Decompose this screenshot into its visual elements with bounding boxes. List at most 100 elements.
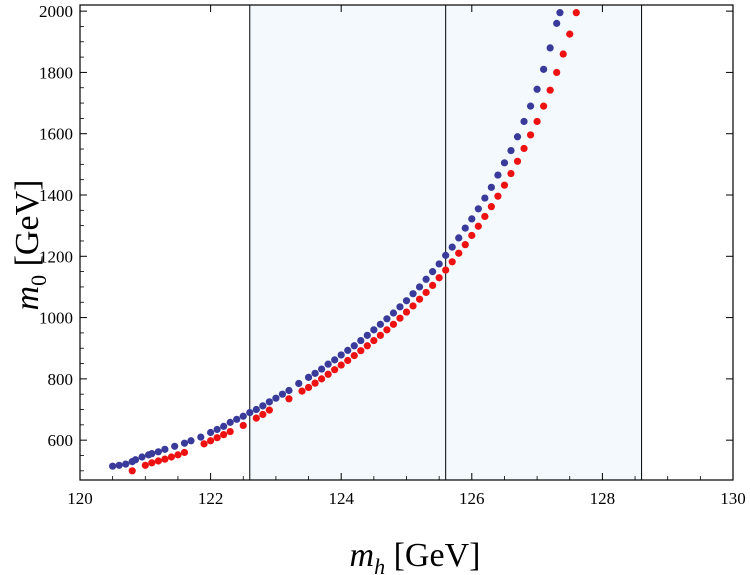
- blue-point: [138, 453, 146, 461]
- x-axis-ticks: 120 122 124 126 128 130: [67, 5, 746, 508]
- blue-point: [213, 425, 221, 434]
- red-point: [285, 395, 293, 403]
- blue-point: [207, 428, 215, 437]
- red-point: [141, 461, 149, 469]
- red-point: [402, 308, 411, 316]
- red-point: [350, 351, 358, 360]
- blue-point: [252, 405, 260, 414]
- blue-point: [448, 243, 456, 251]
- blue-point: [331, 356, 339, 364]
- y-tick-label: 1000: [39, 309, 73, 328]
- red-point: [383, 326, 391, 334]
- blue-point: [474, 205, 482, 213]
- blue-point: [556, 9, 564, 17]
- blue-point: [239, 412, 247, 420]
- red-point: [252, 414, 260, 422]
- x-tick-label: 130: [720, 489, 746, 508]
- red-point: [553, 68, 561, 77]
- blue-point: [370, 326, 378, 334]
- blue-point: [311, 369, 319, 377]
- blue-point: [265, 398, 273, 406]
- blue-point: [487, 183, 495, 191]
- blue-point: [295, 379, 303, 388]
- blue-point: [533, 85, 541, 93]
- blue-point: [526, 102, 535, 110]
- blue-point: [435, 260, 443, 268]
- red-point: [226, 427, 234, 436]
- red-point: [128, 467, 136, 475]
- blue-point: [415, 283, 424, 291]
- x-tick-label: 128: [590, 489, 616, 508]
- red-point: [167, 453, 176, 461]
- red-point: [468, 231, 476, 240]
- blue-point: [442, 251, 450, 259]
- blue-point: [109, 462, 117, 470]
- red-point: [174, 451, 182, 459]
- blue-point: [513, 133, 522, 141]
- blue-point: [233, 415, 241, 423]
- y-axis-ticks: 600 800 1000 1200 1400 1600 1800 2000: [39, 2, 733, 472]
- blue-point: [131, 456, 140, 464]
- red-point: [481, 212, 489, 221]
- blue-point: [324, 360, 332, 368]
- red-point: [180, 448, 189, 457]
- blue-point: [180, 439, 189, 447]
- blue-point: [461, 224, 469, 232]
- red-point: [500, 181, 509, 189]
- blue-point: [350, 342, 358, 350]
- blue-point: [396, 303, 404, 311]
- red-point: [533, 117, 541, 126]
- x-tick-label: 120: [67, 489, 93, 508]
- blue-point: [272, 394, 280, 402]
- blue-point: [197, 433, 205, 441]
- red-point: [324, 370, 332, 378]
- red-point: [487, 203, 495, 211]
- blue-point: [553, 19, 561, 27]
- red-point: [572, 9, 580, 17]
- y-tick-label: 600: [48, 431, 74, 450]
- blue-point: [422, 275, 430, 283]
- red-point: [415, 295, 424, 303]
- blue-point: [154, 448, 162, 456]
- red-point: [344, 356, 352, 365]
- blue-point: [148, 450, 156, 458]
- red-point: [474, 222, 482, 230]
- blue-point: [304, 373, 313, 381]
- blue-point: [455, 234, 463, 242]
- red-point: [363, 342, 371, 350]
- x-axis-title: mh [GeV]: [350, 537, 481, 575]
- red-point: [239, 421, 247, 430]
- red-point: [370, 336, 378, 345]
- blue-point: [187, 437, 195, 445]
- red-point: [455, 249, 463, 257]
- blue-point: [500, 159, 509, 167]
- blue-point: [278, 390, 287, 398]
- blue-point: [383, 315, 391, 323]
- red-point: [422, 288, 430, 297]
- red-point: [311, 379, 319, 387]
- blue-point: [344, 346, 352, 354]
- red-point: [213, 434, 221, 442]
- red-point: [461, 241, 469, 249]
- y-axis-title: m0 [GeV]: [9, 180, 51, 311]
- blue-point: [507, 146, 515, 155]
- blue-point: [259, 402, 267, 410]
- data-series: [109, 9, 580, 475]
- series-blue: [109, 9, 564, 470]
- y-tick-label: 1800: [39, 63, 73, 82]
- red-point: [513, 157, 522, 165]
- red-point: [304, 383, 313, 392]
- red-point: [540, 102, 548, 110]
- y-tick-label: 1400: [39, 186, 73, 205]
- red-point: [265, 406, 273, 414]
- blue-point: [246, 408, 254, 417]
- red-point: [200, 440, 208, 448]
- blue-point: [226, 418, 234, 426]
- blue-point: [429, 268, 437, 276]
- red-point: [376, 331, 384, 339]
- red-point: [357, 347, 365, 355]
- red-point: [148, 459, 156, 467]
- red-point: [520, 144, 528, 153]
- red-point: [526, 131, 535, 139]
